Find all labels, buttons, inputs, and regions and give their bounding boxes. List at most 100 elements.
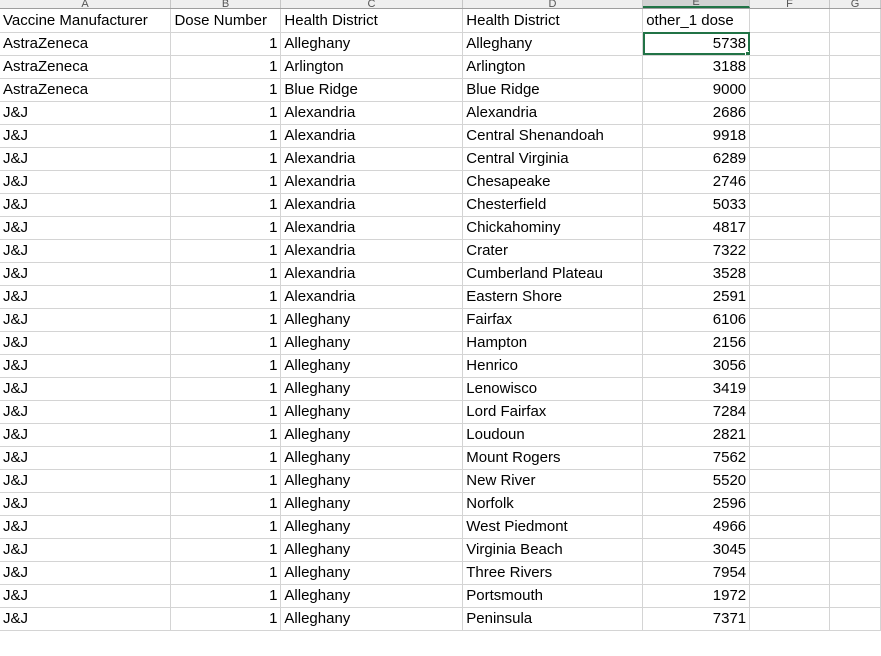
- data-cell[interactable]: Alleghany: [280, 400, 464, 424]
- empty-cell[interactable]: [829, 170, 881, 194]
- data-cell[interactable]: 3528: [642, 262, 751, 286]
- empty-cell[interactable]: [829, 538, 881, 562]
- data-cell[interactable]: 1: [170, 170, 282, 194]
- empty-cell[interactable]: [829, 515, 881, 539]
- data-cell[interactable]: Cumberland Plateau: [462, 262, 644, 286]
- empty-cell[interactable]: [749, 262, 831, 286]
- data-cell[interactable]: Mount Rogers: [462, 446, 644, 470]
- data-cell[interactable]: Arlington: [462, 55, 644, 79]
- data-cell[interactable]: J&J: [0, 193, 172, 217]
- data-cell[interactable]: Alleghany: [280, 377, 464, 401]
- data-cell[interactable]: Chickahominy: [462, 216, 644, 240]
- data-cell[interactable]: J&J: [0, 607, 172, 631]
- data-cell[interactable]: Hampton: [462, 331, 644, 355]
- data-cell[interactable]: J&J: [0, 354, 172, 378]
- data-cell[interactable]: Portsmouth: [462, 584, 644, 608]
- data-cell[interactable]: 5520: [642, 469, 751, 493]
- empty-cell[interactable]: [749, 331, 831, 355]
- data-cell[interactable]: Lenowisco: [462, 377, 644, 401]
- data-cell[interactable]: 3045: [642, 538, 751, 562]
- data-cell[interactable]: 1972: [642, 584, 751, 608]
- data-cell[interactable]: 1: [170, 515, 282, 539]
- data-cell[interactable]: 5033: [642, 193, 751, 217]
- data-cell[interactable]: 1: [170, 101, 282, 125]
- data-cell[interactable]: Alexandria: [280, 216, 464, 240]
- data-cell[interactable]: Alleghany: [280, 515, 464, 539]
- empty-cell[interactable]: [749, 193, 831, 217]
- empty-cell[interactable]: [749, 147, 831, 171]
- empty-cell[interactable]: [749, 423, 831, 447]
- data-cell[interactable]: Blue Ridge: [280, 78, 464, 102]
- column-header-e[interactable]: E: [643, 0, 750, 8]
- data-cell[interactable]: 1: [170, 331, 282, 355]
- empty-cell[interactable]: [829, 193, 881, 217]
- empty-cell[interactable]: [829, 584, 881, 608]
- data-cell[interactable]: J&J: [0, 308, 172, 332]
- data-cell[interactable]: Lord Fairfax: [462, 400, 644, 424]
- data-cell[interactable]: Alexandria: [280, 262, 464, 286]
- data-cell[interactable]: J&J: [0, 101, 172, 125]
- empty-cell[interactable]: [749, 377, 831, 401]
- empty-cell[interactable]: [749, 285, 831, 309]
- empty-cell[interactable]: [749, 492, 831, 516]
- data-cell[interactable]: 2686: [642, 101, 751, 125]
- data-cell[interactable]: Alexandria: [280, 101, 464, 125]
- empty-cell[interactable]: [829, 607, 881, 631]
- empty-cell[interactable]: [829, 561, 881, 585]
- data-cell[interactable]: J&J: [0, 446, 172, 470]
- data-cell[interactable]: 1: [170, 32, 282, 56]
- empty-cell[interactable]: [829, 147, 881, 171]
- selected-cell[interactable]: 5738: [642, 32, 751, 56]
- data-cell[interactable]: Alexandria: [462, 101, 644, 125]
- data-cell[interactable]: J&J: [0, 400, 172, 424]
- data-cell[interactable]: J&J: [0, 147, 172, 171]
- column-header-c[interactable]: C: [281, 0, 463, 10]
- data-cell[interactable]: Crater: [462, 239, 644, 263]
- data-cell[interactable]: Blue Ridge: [462, 78, 644, 102]
- empty-cell[interactable]: [829, 239, 881, 263]
- empty-cell[interactable]: [829, 308, 881, 332]
- column-header-g[interactable]: G: [830, 0, 881, 10]
- data-cell[interactable]: 2591: [642, 285, 751, 309]
- data-cell[interactable]: J&J: [0, 515, 172, 539]
- data-cell[interactable]: Henrico: [462, 354, 644, 378]
- header-cell[interactable]: Health District: [280, 9, 464, 33]
- data-cell[interactable]: J&J: [0, 584, 172, 608]
- data-cell[interactable]: Alleghany: [280, 354, 464, 378]
- fill-handle[interactable]: [745, 50, 749, 54]
- empty-cell[interactable]: [749, 101, 831, 125]
- empty-cell[interactable]: [829, 377, 881, 401]
- data-cell[interactable]: Three Rivers: [462, 561, 644, 585]
- data-cell[interactable]: 7284: [642, 400, 751, 424]
- column-header-a[interactable]: A: [0, 0, 171, 10]
- data-cell[interactable]: 1: [170, 561, 282, 585]
- empty-cell[interactable]: [749, 55, 831, 79]
- data-cell[interactable]: 1: [170, 538, 282, 562]
- empty-cell[interactable]: [749, 400, 831, 424]
- data-cell[interactable]: 6289: [642, 147, 751, 171]
- data-cell[interactable]: Alleghany: [280, 423, 464, 447]
- empty-cell[interactable]: [829, 446, 881, 470]
- data-cell[interactable]: Alleghany: [280, 538, 464, 562]
- data-cell[interactable]: 1: [170, 446, 282, 470]
- empty-cell[interactable]: [829, 285, 881, 309]
- data-cell[interactable]: 1: [170, 308, 282, 332]
- data-cell[interactable]: Chesterfield: [462, 193, 644, 217]
- data-cell[interactable]: J&J: [0, 538, 172, 562]
- empty-cell[interactable]: [829, 32, 881, 56]
- data-cell[interactable]: J&J: [0, 469, 172, 493]
- data-cell[interactable]: New River: [462, 469, 644, 493]
- empty-cell[interactable]: [829, 331, 881, 355]
- empty-cell[interactable]: [829, 492, 881, 516]
- data-cell[interactable]: J&J: [0, 285, 172, 309]
- data-cell[interactable]: Eastern Shore: [462, 285, 644, 309]
- data-cell[interactable]: 1: [170, 607, 282, 631]
- header-cell[interactable]: other_1 dose: [642, 9, 751, 33]
- data-cell[interactable]: Fairfax: [462, 308, 644, 332]
- data-cell[interactable]: Alexandria: [280, 124, 464, 148]
- empty-cell[interactable]: [829, 423, 881, 447]
- data-cell[interactable]: 1: [170, 400, 282, 424]
- data-cell[interactable]: J&J: [0, 331, 172, 355]
- data-cell[interactable]: Peninsula: [462, 607, 644, 631]
- data-cell[interactable]: 1: [170, 584, 282, 608]
